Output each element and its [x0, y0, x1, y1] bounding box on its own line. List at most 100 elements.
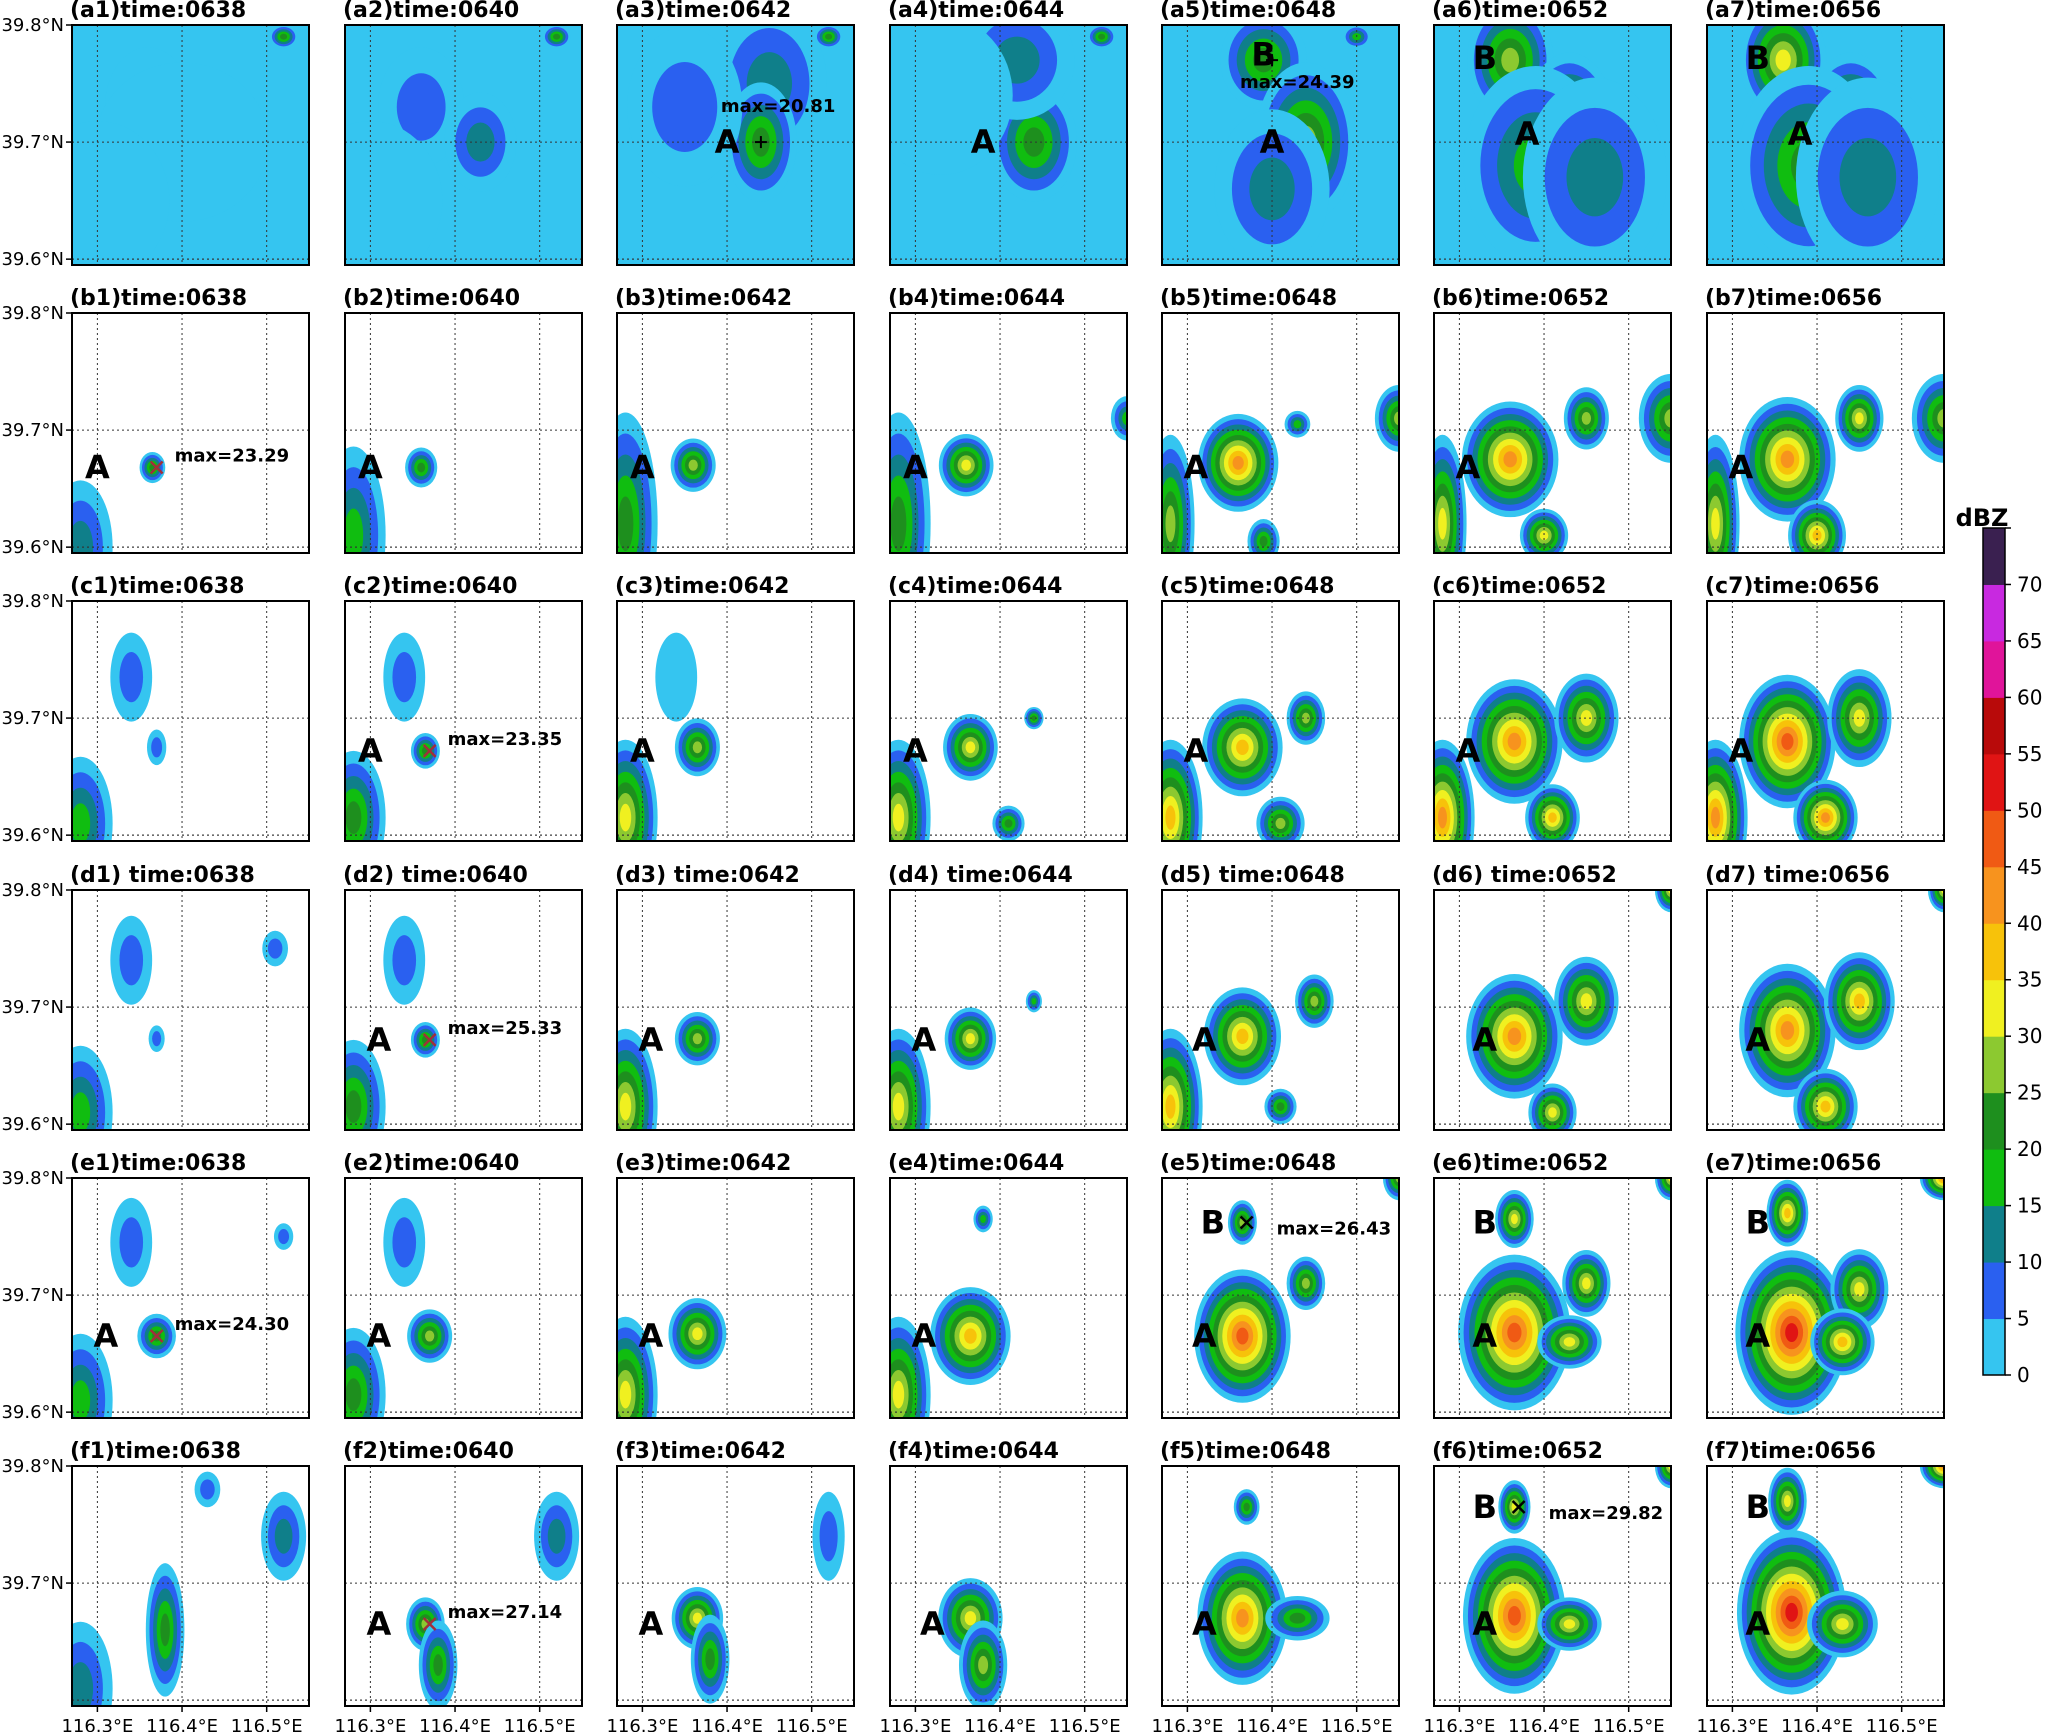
x-tick-label: 116.3°E — [879, 1716, 951, 1732]
panel-e1: (e1)time:0638 39.6°N 39.7°N 39.8°N A max=24.3… — [1, 1151, 310, 1423]
panel-f6: (f6)time:0652 116.3°E 116.4°E 116.5°E A B max=… — [1423, 1439, 1672, 1732]
contour-level-15 — [72, 803, 91, 841]
storm-label-a: A — [1745, 1605, 1770, 1643]
panel-d7: (d7) time:0656 A — [1705, 863, 1945, 1131]
contour-level-15 — [72, 1380, 91, 1418]
contour-level-40 — [1710, 806, 1720, 829]
contour-level-30 — [1775, 49, 1791, 71]
contour-level-25 — [1301, 712, 1310, 724]
contour-level-40 — [1437, 806, 1447, 829]
panel-c5: (c5)time:0648 A — [1160, 574, 1400, 842]
contour-level-35 — [1236, 739, 1249, 756]
panel-f1: (f1)time:0638 39.7°N 39.8°N 116.3°E 116.4°E 1… — [1, 1439, 310, 1732]
storm-label-a: A — [1192, 1317, 1217, 1355]
contour-level-30 — [892, 1380, 905, 1409]
contour-level-0 — [655, 632, 698, 722]
panel-frame — [1433, 889, 1672, 1131]
contour-level-0 — [345, 121, 443, 265]
panel-background — [1162, 313, 1399, 553]
reflectivity-field — [938, 1578, 1008, 1706]
max-marker — [149, 1329, 164, 1343]
max-value-label: max=24.30 — [175, 1314, 290, 1335]
reflectivity-field — [1458, 1178, 1671, 1411]
storm-label-a: A — [903, 449, 928, 487]
reflectivity-field — [617, 1298, 727, 1418]
colorbar-segment-65 — [1983, 584, 2005, 642]
contour-level-30 — [1548, 1107, 1557, 1118]
panel-grid: (a1)time:0638 39.6°N 39.7°N 39.8°N (a2)time:… — [1, 0, 1945, 1732]
panel-frame — [71, 1465, 310, 1707]
storm-label-a: A — [630, 732, 655, 770]
contour-level-30 — [1836, 1618, 1849, 1630]
panel-title-d5: (d5) time:0648 — [1160, 863, 1345, 888]
y-tick-label: 39.7°N — [1, 708, 64, 729]
storm-label-a: A — [1728, 449, 1753, 487]
panel-e3: (e3)time:0642 A — [615, 1151, 855, 1419]
reflectivity-field — [1739, 890, 1944, 1130]
panel-b7: (b7)time:0656 A — [1705, 286, 1945, 554]
panel-title-b3: (b3)time:0642 — [615, 286, 792, 311]
contour-level-30 — [964, 1611, 977, 1626]
reflectivity-field — [72, 1471, 307, 1706]
panel-frame — [71, 312, 310, 554]
panel-frame — [1161, 312, 1400, 554]
y-tick-label: 39.8°N — [1, 1456, 64, 1477]
storm-label-a: A — [971, 123, 996, 161]
contour-level-30 — [1438, 507, 1447, 540]
contour-level-25 — [1310, 995, 1319, 1007]
panel-frame — [616, 24, 855, 266]
contour-level-45 — [1507, 1606, 1521, 1626]
panel-c4: (c4)time:0644 A — [888, 574, 1128, 842]
contour-level-45 — [1236, 1327, 1249, 1345]
contour-level-30 — [1853, 709, 1866, 727]
contour-level-30 — [619, 1092, 632, 1121]
storm-label-a: A — [630, 449, 655, 487]
colorbar-segment-30 — [1983, 979, 2005, 1037]
contour-level-15 — [1293, 420, 1302, 429]
storm-label-a: A — [911, 1317, 936, 1355]
colorbar-segment-70 — [1983, 528, 2005, 585]
contour-level-20 — [345, 1090, 362, 1123]
panel-title-e7: (e7)time:0656 — [1705, 1151, 1881, 1176]
panel-e7: (e7)time:0656 A B — [1705, 1151, 1945, 1419]
max-marker — [149, 460, 164, 475]
storm-label-b: B — [1746, 1488, 1770, 1526]
contour-level-25 — [1301, 1277, 1310, 1289]
panel-frame — [616, 600, 855, 842]
panel-c1: (c1)time:0638 39.6°N 39.7°N 39.8°N — [1, 574, 310, 846]
panel-frame — [889, 600, 1128, 842]
reflectivity-field — [345, 915, 440, 1130]
panel-frame — [1706, 1465, 1945, 1707]
panel-title-b5: (b5)time:0648 — [1160, 286, 1337, 311]
y-tick-label: 39.8°N — [1, 303, 64, 324]
panel-title-f3: (f3)time:0642 — [615, 1439, 786, 1464]
contour-level-35 — [1165, 1094, 1176, 1119]
storm-label-a: A — [85, 449, 110, 487]
colorbar-tick-label: 15 — [2017, 1194, 2042, 1218]
max-value-label: max=24.39 — [1240, 72, 1355, 93]
reflectivity-field — [345, 632, 440, 841]
contour-level-30 — [1510, 1213, 1518, 1225]
reflectivity-field — [890, 25, 1127, 265]
contour-level-20 — [1252, 47, 1275, 73]
storm-label-a: A — [1472, 1605, 1497, 1643]
contour-level-30 — [619, 1380, 632, 1409]
max-value-label: max=29.82 — [1549, 1503, 1664, 1524]
storm-label-a: A — [715, 123, 740, 161]
colorbar-segment-0 — [1983, 1318, 2005, 1376]
y-tick-label: 39.6°N — [1, 1402, 64, 1423]
panel-d2: (d2) time:0640 A max=25.33 — [343, 863, 583, 1131]
reflectivity-field — [1194, 1178, 1399, 1403]
panel-title-d2: (d2) time:0640 — [343, 863, 528, 888]
contour-level-20 — [890, 496, 907, 552]
storm-label-a: A — [366, 1605, 391, 1643]
contour-level-35 — [1837, 1336, 1848, 1348]
colorbar-segment-40 — [1983, 866, 2005, 924]
contour-level-40 — [1503, 451, 1517, 468]
y-tick-label: 39.7°N — [1, 1285, 64, 1306]
panel-title-c1: (c1)time:0638 — [70, 574, 244, 599]
panel-title-e4: (e4)time:0644 — [888, 1151, 1064, 1176]
contour-level-20 — [825, 33, 833, 40]
contour-level-30 — [692, 1327, 703, 1341]
contour-level-20 — [345, 1378, 362, 1411]
